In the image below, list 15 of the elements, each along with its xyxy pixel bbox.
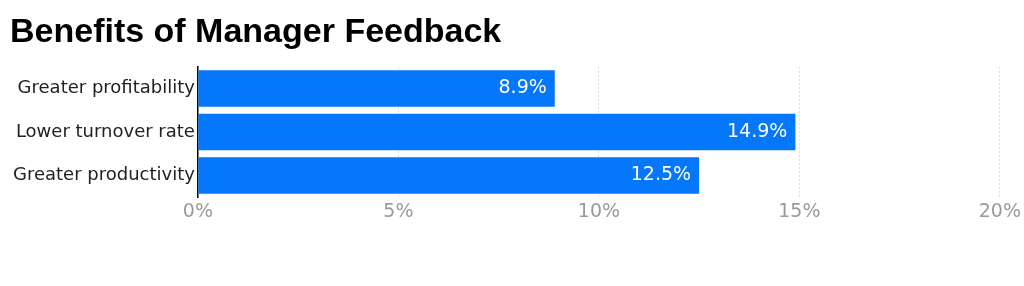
y-tick-label: Lower turnover rate [15,119,195,141]
y-tick-label: Greater productivity [12,163,196,185]
data-label: 14.9% [727,118,788,141]
bar [198,70,555,107]
bar [198,113,796,151]
bar [198,157,700,194]
x-tick-label: 5% [383,198,414,221]
chart-title: Benefits of Manager Feedback [10,10,502,49]
x-tick-label: 0% [182,198,213,221]
data-label: 8.9% [498,75,547,98]
y-tick-label: Greater profitability [17,76,196,98]
x-tick-label: 20% [978,198,1021,221]
data-label: 12.5% [630,162,692,185]
x-tick-label: 10% [577,198,621,221]
x-tick-label: 15% [778,198,821,221]
